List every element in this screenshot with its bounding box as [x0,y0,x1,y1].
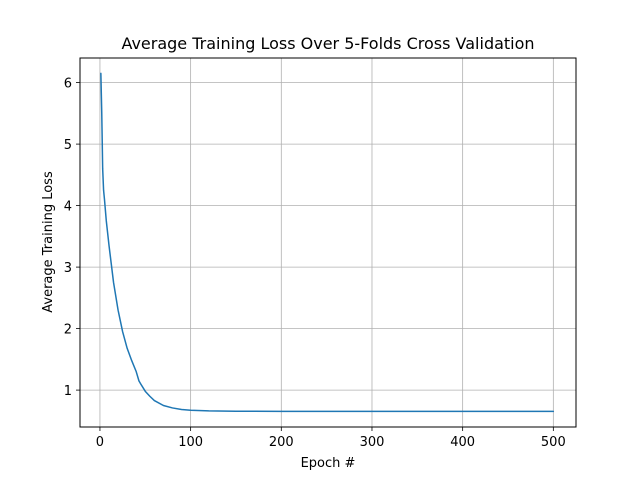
x-tick-label: 300 [360,435,385,450]
y-tick-label: 3 [64,261,72,276]
axes-frame [79,57,577,428]
y-tick-label: 2 [64,323,72,338]
chart-title: Average Training Loss Over 5-Folds Cross… [121,34,534,53]
y-tick-label: 5 [64,138,72,153]
y-tick-label: 1 [64,384,72,399]
grid-lines [80,58,576,427]
plot-area [100,72,555,413]
x-axis-label: Epoch # [301,456,356,471]
x-tick-label: 500 [541,435,566,450]
x-tick-label: 0 [96,435,104,450]
axis-ticks: 0 100 200 300 400 500 1 2 3 4 5 6 [64,77,566,450]
x-tick-label: 100 [178,435,203,450]
series-line-average-training-loss [100,72,555,413]
y-tick-label: 4 [64,200,72,215]
y-axis-label: Average Training Loss [41,171,56,313]
y-tick-label: 6 [64,77,72,92]
x-tick-label: 400 [450,435,475,450]
x-tick-label: 200 [269,435,294,450]
